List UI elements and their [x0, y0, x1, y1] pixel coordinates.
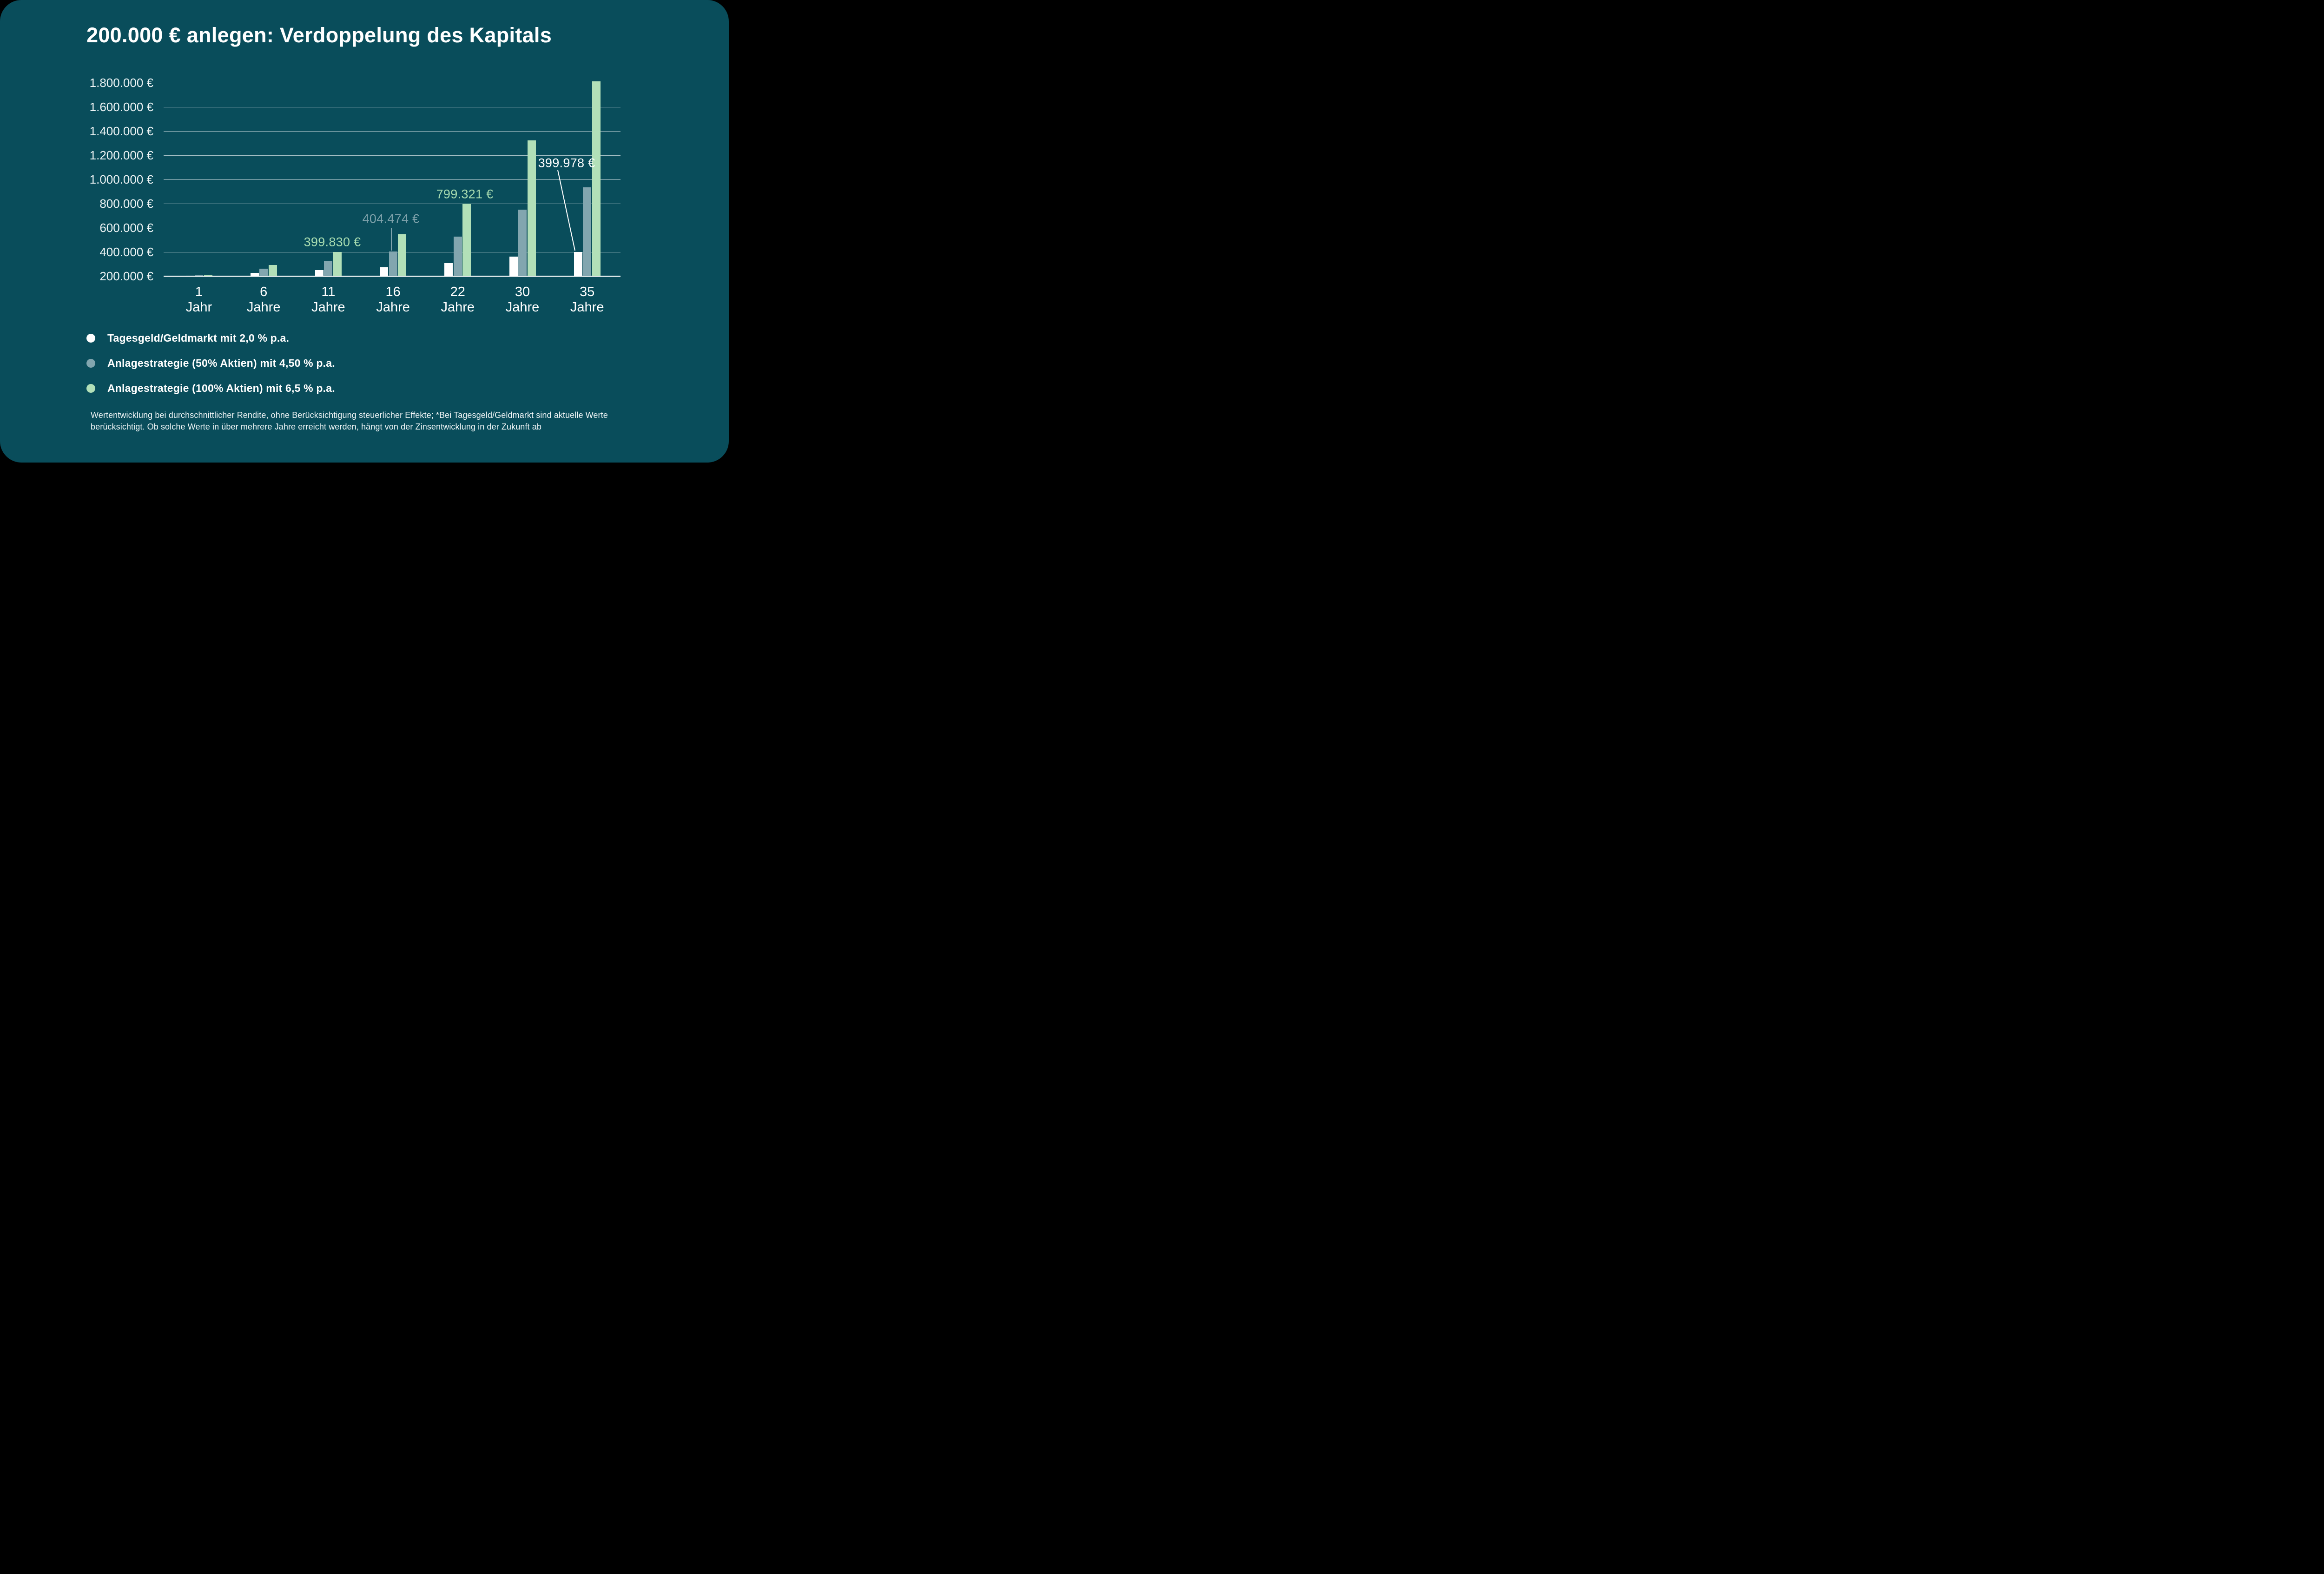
- value-annotation: 404.474 €: [362, 212, 420, 226]
- x-tick-unit: Jahre: [441, 300, 475, 315]
- x-tick-value: 16: [385, 284, 401, 299]
- legend-dot-icon: [86, 334, 95, 343]
- x-axis-tick-label: 16 Jahre: [358, 284, 428, 315]
- bar-series0-30-Jahre: [509, 256, 518, 276]
- legend-label: Anlagestrategie (100% Aktien) mit 6,5 % …: [107, 382, 335, 394]
- y-gridline: [164, 131, 621, 132]
- x-tick-value: 30: [515, 284, 530, 299]
- bar-series2-6-Jahre: [268, 265, 277, 276]
- x-tick-value: 11: [321, 284, 336, 299]
- x-tick-unit: Jahre: [505, 300, 540, 315]
- x-tick-unit: Jahre: [570, 300, 604, 315]
- y-axis-tick-label: 600.000 €: [99, 221, 153, 235]
- y-axis-tick-label: 1.800.000 €: [89, 76, 153, 90]
- y-axis-tick-label: 400.000 €: [99, 245, 153, 259]
- bar-series1-16-Jahre: [389, 251, 397, 276]
- bar-series0-22-Jahre: [444, 263, 453, 276]
- x-axis-tick-label: 22 Jahre: [423, 284, 493, 315]
- legend-dot-icon: [86, 359, 95, 368]
- callout-line: [557, 170, 575, 251]
- bar-series1-1-Jahr: [195, 275, 203, 276]
- bar-series2-11-Jahre: [333, 252, 342, 276]
- x-axis-tick-label: 35 Jahre: [552, 284, 622, 315]
- legend-label: Anlagestrategie (50% Aktien) mit 4,50 % …: [107, 357, 335, 369]
- bar-series2-22-Jahre: [462, 204, 471, 276]
- value-annotation: 399.978 €: [538, 156, 595, 170]
- x-tick-unit: Jahre: [311, 300, 345, 315]
- bar-series1-22-Jahre: [453, 237, 462, 276]
- bar-series2-35-Jahre: [592, 81, 601, 276]
- y-gridline: [164, 155, 621, 156]
- bar-series1-35-Jahre: [583, 187, 592, 276]
- x-tick-unit: Jahre: [376, 300, 410, 315]
- footnote-line: berücksichtigt. Ob solche Werte in über …: [91, 422, 541, 431]
- bar-series0-11-Jahre: [315, 270, 324, 276]
- y-axis-tick-label: 1.400.000 €: [89, 124, 153, 138]
- chart-footnote: Wertentwicklung bei durchschnittlicher R…: [91, 410, 608, 432]
- x-tick-value: 35: [580, 284, 595, 299]
- y-axis-tick-label: 1.200.000 €: [89, 148, 153, 162]
- y-axis-tick-label: 200.000 €: [99, 269, 153, 283]
- chart-legend: Tagesgeld/Geldmarkt mit 2,0 % p.a. Anlage…: [86, 332, 335, 407]
- x-axis-tick-label: 1 Jahr: [164, 284, 234, 315]
- chart-title: 200.000 € anlegen: Verdoppelung des Kapi…: [86, 23, 552, 47]
- x-axis-tick-label: 11 Jahre: [293, 284, 363, 315]
- bar-series2-16-Jahre: [398, 234, 407, 276]
- bar-series2-30-Jahre: [527, 140, 536, 276]
- value-annotation: 799.321 €: [436, 187, 494, 201]
- bar-series2-1-Jahr: [204, 274, 212, 276]
- legend-dot-icon: [86, 384, 95, 393]
- x-axis-tick-label: 6 Jahre: [229, 284, 298, 315]
- value-annotation: 399.830 €: [304, 235, 361, 249]
- footnote-line: Wertentwicklung bei durchschnittlicher R…: [91, 410, 608, 420]
- x-tick-unit: Jahre: [246, 300, 281, 315]
- bar-series0-16-Jahre: [380, 267, 389, 276]
- legend-item-1: Anlagestrategie (50% Aktien) mit 4,50 % …: [86, 357, 335, 370]
- bar-series1-6-Jahre: [259, 269, 268, 276]
- legend-label: Tagesgeld/Geldmarkt mit 2,0 % p.a.: [107, 332, 290, 344]
- x-axis-line: [164, 275, 621, 277]
- x-tick-unit: Jahr: [185, 300, 212, 315]
- y-axis-tick-label: 1.600.000 €: [89, 100, 153, 114]
- y-gridline: [164, 179, 621, 180]
- legend-item-0: Tagesgeld/Geldmarkt mit 2,0 % p.a.: [86, 332, 335, 344]
- infographic-card: 200.000 € anlegen: Verdoppelung des Kapi…: [0, 0, 729, 463]
- x-tick-value: 6: [260, 284, 268, 299]
- bar-series0-6-Jahre: [250, 273, 259, 276]
- x-tick-value: 22: [450, 284, 465, 299]
- bar-series1-11-Jahre: [324, 261, 333, 276]
- legend-item-2: Anlagestrategie (100% Aktien) mit 6,5 % …: [86, 382, 335, 395]
- x-axis-tick-label: 30 Jahre: [488, 284, 557, 315]
- y-axis-tick-label: 800.000 €: [99, 197, 153, 211]
- y-axis-tick-label: 1.000.000 €: [89, 172, 153, 186]
- bar-series0-35-Jahre: [574, 252, 582, 276]
- bar-series1-30-Jahre: [518, 210, 527, 276]
- x-tick-value: 1: [195, 284, 203, 299]
